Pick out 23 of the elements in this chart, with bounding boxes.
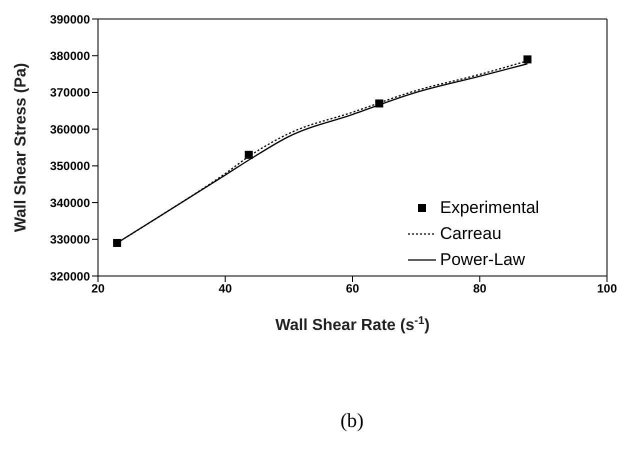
y-tick-label: 350000 [50, 159, 90, 174]
y-axis-title: Wall Shear Stress (Pa) [12, 62, 30, 232]
point [244, 150, 253, 159]
legend-label: Experimental [440, 198, 540, 218]
y-tick-label: 340000 [50, 196, 90, 210]
point [113, 238, 122, 247]
x-tick-label: 100 [596, 282, 618, 296]
x-tick-label: 60 [346, 282, 360, 296]
y-tick-label: 380000 [50, 48, 90, 63]
point [375, 99, 384, 108]
y-tick-label: 330000 [50, 232, 90, 247]
y-tick-label: 370000 [50, 86, 90, 100]
y-tick-label: 360000 [50, 122, 90, 136]
legend-label: Power-Law [440, 250, 526, 270]
y-tick-label: 320000 [50, 269, 90, 284]
text: (b) [339, 410, 365, 433]
y-tick-label: 390000 [50, 12, 90, 26]
point [523, 55, 532, 64]
x-axis-title: Wall Shear Rate (s$^{-1}$) [275, 315, 430, 334]
x-tick-label: 20 [91, 282, 105, 296]
legend-label: Carreau [440, 224, 502, 244]
x-tick-label: 80 [473, 282, 487, 296]
x-tick-label: 40 [218, 282, 232, 296]
